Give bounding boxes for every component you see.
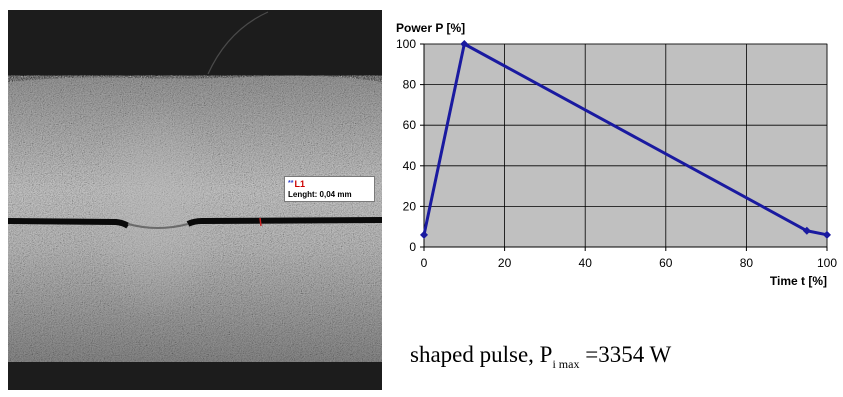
annotation-marker: ** xyxy=(288,180,294,187)
series-group xyxy=(420,40,831,239)
annotation-length: Lenght: 0,04 mm xyxy=(288,190,352,199)
y-axis-label: Power P [%] xyxy=(396,21,465,35)
weld-micrograph: **L1 Lenght: 0,04 mm xyxy=(8,10,382,390)
data-point xyxy=(802,226,811,235)
x-tick-label: 60 xyxy=(659,256,673,270)
x-axis-label: Time t [%] xyxy=(770,274,827,288)
grid-lines xyxy=(423,43,828,248)
y-tick-label: 20 xyxy=(403,199,417,213)
y-tick-label: 0 xyxy=(409,240,416,254)
annotation-id: L1 xyxy=(294,179,305,189)
series-line xyxy=(422,42,828,237)
y-tick-label: 80 xyxy=(403,78,417,92)
caption-suffix: =3354 W xyxy=(579,342,672,367)
x-axis-ticks: 0 20 40 60 80 100 xyxy=(421,247,837,270)
pulse-caption: shaped pulse, Pi max =3354 W xyxy=(410,342,830,372)
y-tick-label: 100 xyxy=(396,37,416,51)
measurement-annotation: **L1 Lenght: 0,04 mm xyxy=(284,176,375,202)
data-point xyxy=(823,230,831,239)
x-tick-label: 20 xyxy=(498,256,512,270)
caption-subscript: i max xyxy=(552,357,580,371)
data-point xyxy=(420,230,428,239)
x-tick-label: 100 xyxy=(817,256,837,270)
x-tick-label: 80 xyxy=(740,256,754,270)
power-time-chart: 0 20 40 60 80 100 0 20 40 60 80 100 Power P [%] Ti… xyxy=(396,21,837,288)
y-tick-label: 40 xyxy=(403,159,417,173)
x-tick-label: 0 xyxy=(421,256,428,270)
plot-area xyxy=(423,43,828,248)
x-tick-label: 40 xyxy=(579,256,593,270)
data-point xyxy=(460,40,469,48)
caption-prefix: shaped pulse, P xyxy=(410,342,553,367)
y-tick-label: 60 xyxy=(403,118,417,132)
y-axis-ticks: 0 20 40 60 80 100 xyxy=(396,37,424,254)
